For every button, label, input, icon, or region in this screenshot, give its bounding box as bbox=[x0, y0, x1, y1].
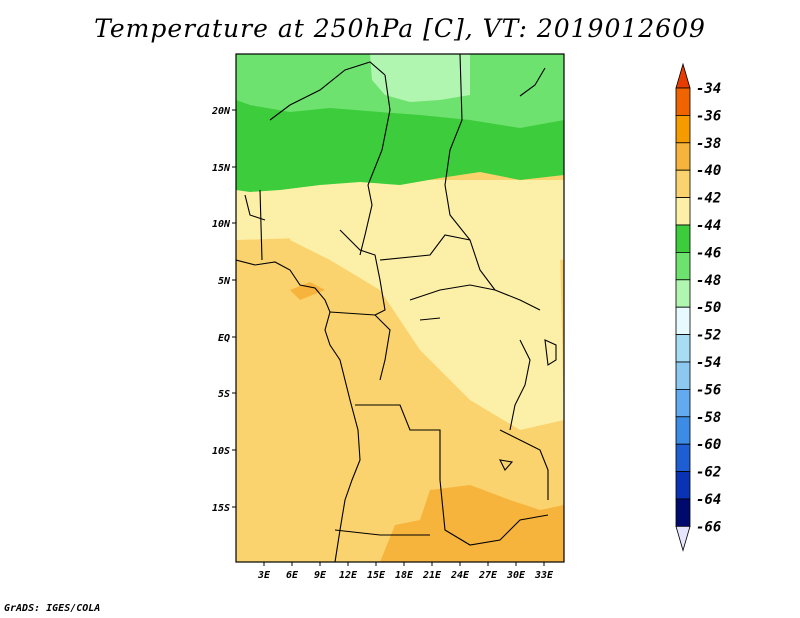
lat-label: 5S bbox=[218, 389, 230, 400]
temperature-field bbox=[236, 54, 564, 562]
lat-label: 10N bbox=[212, 219, 231, 230]
colorbar-label: -50 bbox=[696, 300, 721, 316]
colorbar-label: -38 bbox=[696, 136, 721, 152]
colorbar-label: -40 bbox=[696, 163, 721, 179]
colorbar-swatch bbox=[675, 443, 691, 473]
lat-label: 5N bbox=[218, 276, 231, 287]
colorbar-swatch bbox=[675, 197, 691, 226]
lon-label: 12E bbox=[339, 570, 358, 581]
lon-label: 15E bbox=[367, 570, 386, 581]
lon-axis: 3E 6E 9E 12E 15E 18E 21E 24E 27E 30E 33E bbox=[257, 562, 554, 581]
colorbar-label: -58 bbox=[696, 410, 721, 426]
colorbar-bottom-arrow bbox=[675, 526, 691, 552]
colorbar-label: -42 bbox=[696, 191, 721, 207]
lon-label: 33E bbox=[534, 570, 554, 581]
lon-label: 27E bbox=[478, 570, 498, 581]
credit-text: GrADS: IGES/COLA bbox=[4, 603, 101, 614]
colorbar-swatch bbox=[675, 115, 691, 144]
chart-title: Temperature at 250hPa [C], VT: 201901260… bbox=[94, 14, 706, 43]
lon-label: 6E bbox=[286, 570, 299, 581]
colorbar-label: -56 bbox=[696, 382, 721, 398]
colorbar-swatch bbox=[675, 361, 691, 390]
lon-label: 24E bbox=[450, 570, 470, 581]
lat-label: EQ bbox=[218, 333, 230, 344]
colorbar-top-arrow bbox=[675, 62, 691, 89]
colorbar-label: -34 bbox=[696, 81, 721, 97]
colorbar-swatch bbox=[675, 334, 691, 363]
lat-label: 10S bbox=[212, 446, 230, 457]
lat-label: 15S bbox=[212, 503, 230, 514]
colorbar-swatch bbox=[675, 224, 691, 253]
colorbar-label: -48 bbox=[696, 273, 721, 289]
map-frame bbox=[235, 53, 565, 563]
lon-label: 30E bbox=[506, 570, 526, 581]
lon-label: 21E bbox=[422, 570, 442, 581]
colorbar-swatch bbox=[675, 142, 691, 171]
colorbar-label: -60 bbox=[696, 437, 721, 453]
lon-label: 9E bbox=[314, 570, 327, 581]
colorbar-swatch bbox=[675, 87, 691, 116]
lat-axis: 20N 15N 10N 5N EQ 5S 10S 15S bbox=[211, 106, 236, 514]
colorbar-label: -62 bbox=[696, 465, 721, 481]
colorbar-swatch bbox=[675, 169, 691, 198]
colorbar-swatch bbox=[675, 279, 691, 308]
colorbar-label: -64 bbox=[696, 492, 721, 508]
lon-label: 18E bbox=[395, 570, 414, 581]
colorbar-swatch bbox=[675, 388, 691, 418]
country-borders bbox=[236, 54, 557, 562]
colorbar-label: -44 bbox=[696, 218, 721, 234]
colorbar-label: -54 bbox=[696, 355, 721, 371]
colorbar-label: -46 bbox=[696, 245, 721, 261]
lat-label: 15N bbox=[212, 163, 231, 174]
colorbar-swatch bbox=[675, 498, 691, 527]
colorbar-swatch bbox=[675, 471, 691, 500]
lat-label: 20N bbox=[211, 106, 231, 117]
colorbar-swatch bbox=[675, 306, 691, 336]
colorbar-label: -36 bbox=[696, 108, 721, 124]
colorbar: -34 -36 -38 -40 -42 -44 -46 -48 -50 -52 -54 -56 -58 -… bbox=[675, 62, 721, 552]
colorbar-swatch bbox=[675, 251, 691, 281]
colorbar-label: -52 bbox=[696, 328, 721, 344]
colorbar-label: -66 bbox=[696, 519, 721, 535]
colorbar-swatch bbox=[675, 416, 691, 445]
lon-label: 3E bbox=[257, 570, 271, 581]
